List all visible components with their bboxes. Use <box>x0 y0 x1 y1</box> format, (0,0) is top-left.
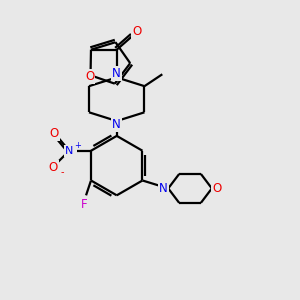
Text: F: F <box>81 198 87 211</box>
Text: N: N <box>112 118 121 131</box>
Text: N: N <box>65 146 74 156</box>
Text: O: O <box>212 182 221 195</box>
Text: N: N <box>159 182 168 195</box>
Text: O: O <box>50 128 59 140</box>
Text: O: O <box>85 70 94 83</box>
Text: +: + <box>74 141 81 150</box>
Text: N: N <box>112 67 121 80</box>
Text: O: O <box>132 26 141 38</box>
Text: -: - <box>60 167 64 178</box>
Text: O: O <box>49 161 58 174</box>
